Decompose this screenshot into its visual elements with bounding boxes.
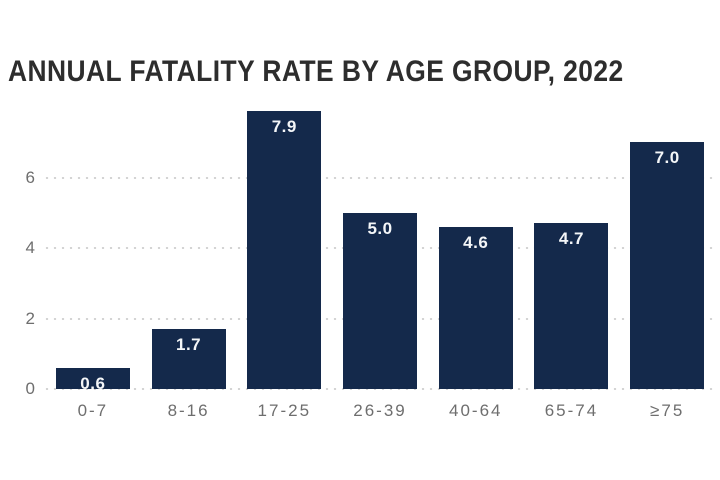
bar-column: 1.7 8-16	[141, 107, 237, 420]
bar-value-label: 1.7	[176, 335, 202, 355]
bar-value-label: 5.0	[367, 218, 393, 238]
bar: 7.0	[630, 142, 705, 389]
bar-value-label: 7.0	[654, 148, 680, 168]
y-axis-tick-label: 6	[25, 167, 35, 187]
bar-value-label: 4.6	[463, 232, 489, 252]
gridline	[43, 176, 715, 179]
gridline	[43, 388, 715, 390]
bar: 1.7	[151, 329, 226, 389]
plot-area: 0.6 0-7 1.7 8-16 7.9 17-25 5.0 26-39 4.6 40-64 4.7…	[26, 107, 715, 420]
x-axis-category-label: ≥75	[650, 401, 685, 420]
bar-column: 0.6 0-7	[45, 107, 141, 420]
bar-value-label: 0.6	[80, 373, 106, 393]
x-axis-category-label: 8-16	[167, 401, 210, 420]
y-axis-tick-label: 0	[25, 379, 35, 398]
y-axis-tick-label: 4	[25, 238, 35, 257]
chart-title: ANNUAL FATALITY RATE BY AGE GROUP, 2022	[8, 55, 624, 88]
bar-value-label: 4.7	[558, 229, 585, 249]
bars-container: 0.6 0-7 1.7 8-16 7.9 17-25 5.0 26-39 4.6 40-64 4.7…	[45, 107, 715, 420]
bar: 5.0	[343, 212, 418, 389]
bar-column: 7.0 ≥75	[619, 107, 715, 420]
bar: 4.7	[534, 223, 609, 389]
x-axis-category-label: 40-64	[448, 401, 503, 420]
x-axis-category-label: 0-7	[77, 401, 109, 420]
y-axis-tick-label: 2	[25, 308, 35, 328]
bar-column: 4.7 65-74	[524, 107, 620, 420]
bar-column: 5.0 26-39	[332, 107, 428, 420]
bar-column: 4.6 40-64	[428, 107, 524, 420]
bar-value-label: 7.9	[271, 116, 297, 136]
bar-column: 7.9 17-25	[236, 107, 332, 420]
bar: 0.6	[55, 367, 130, 393]
x-axis-category-label: 26-39	[353, 401, 407, 420]
bar: 7.9	[247, 110, 322, 389]
x-axis-category-label: 17-25	[257, 401, 312, 420]
x-axis-category-label: 65-74	[544, 401, 599, 420]
bar: 4.6	[438, 226, 513, 389]
